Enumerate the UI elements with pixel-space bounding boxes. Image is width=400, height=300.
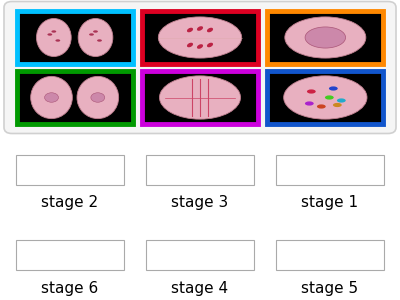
Bar <box>16 154 124 184</box>
Bar <box>276 154 384 184</box>
Ellipse shape <box>93 30 98 33</box>
Ellipse shape <box>78 19 113 56</box>
Bar <box>268 71 383 124</box>
Bar <box>142 11 258 64</box>
Ellipse shape <box>207 28 213 32</box>
Text: stage 2: stage 2 <box>42 195 98 210</box>
Bar <box>268 11 383 64</box>
Ellipse shape <box>197 44 203 49</box>
Ellipse shape <box>56 39 60 42</box>
Ellipse shape <box>160 76 240 119</box>
Ellipse shape <box>48 33 52 36</box>
Ellipse shape <box>31 76 72 118</box>
FancyBboxPatch shape <box>4 2 396 134</box>
Ellipse shape <box>44 93 58 102</box>
Bar <box>16 240 124 270</box>
Ellipse shape <box>97 39 102 42</box>
Text: stage 1: stage 1 <box>302 195 358 210</box>
Ellipse shape <box>187 43 193 47</box>
Ellipse shape <box>284 76 367 119</box>
Ellipse shape <box>52 30 56 33</box>
Ellipse shape <box>197 26 203 31</box>
Ellipse shape <box>305 27 346 48</box>
Bar <box>17 11 132 64</box>
Bar <box>146 154 254 184</box>
Text: stage 4: stage 4 <box>172 280 228 296</box>
Ellipse shape <box>77 76 119 118</box>
Bar <box>146 240 254 270</box>
Ellipse shape <box>187 28 193 32</box>
Ellipse shape <box>307 89 316 94</box>
Ellipse shape <box>91 93 105 102</box>
Ellipse shape <box>207 43 213 47</box>
Ellipse shape <box>325 95 334 100</box>
Ellipse shape <box>305 101 314 106</box>
Ellipse shape <box>285 17 366 58</box>
Ellipse shape <box>36 19 71 56</box>
Bar <box>276 240 384 270</box>
Ellipse shape <box>329 86 338 91</box>
Text: stage 6: stage 6 <box>41 280 99 296</box>
Ellipse shape <box>158 17 242 58</box>
Ellipse shape <box>337 98 346 103</box>
Bar <box>142 71 258 124</box>
Text: stage 5: stage 5 <box>302 280 358 296</box>
Ellipse shape <box>317 104 326 109</box>
Ellipse shape <box>89 33 94 36</box>
Bar <box>17 71 132 124</box>
Ellipse shape <box>333 103 342 107</box>
Text: stage 3: stage 3 <box>171 195 229 210</box>
